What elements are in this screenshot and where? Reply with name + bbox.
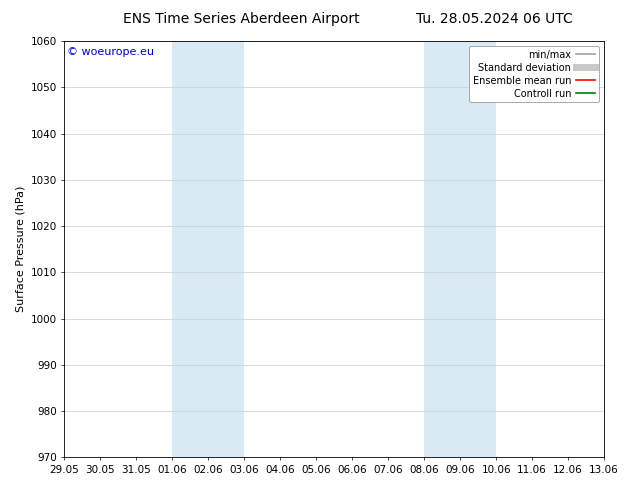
Bar — [424, 41, 496, 457]
Legend: min/max, Standard deviation, Ensemble mean run, Controll run: min/max, Standard deviation, Ensemble me… — [469, 46, 599, 102]
Text: Tu. 28.05.2024 06 UTC: Tu. 28.05.2024 06 UTC — [416, 12, 573, 26]
Y-axis label: Surface Pressure (hPa): Surface Pressure (hPa) — [15, 186, 25, 313]
Text: ENS Time Series Aberdeen Airport: ENS Time Series Aberdeen Airport — [122, 12, 359, 26]
Text: © woeurope.eu: © woeurope.eu — [67, 48, 154, 57]
Bar — [172, 41, 244, 457]
